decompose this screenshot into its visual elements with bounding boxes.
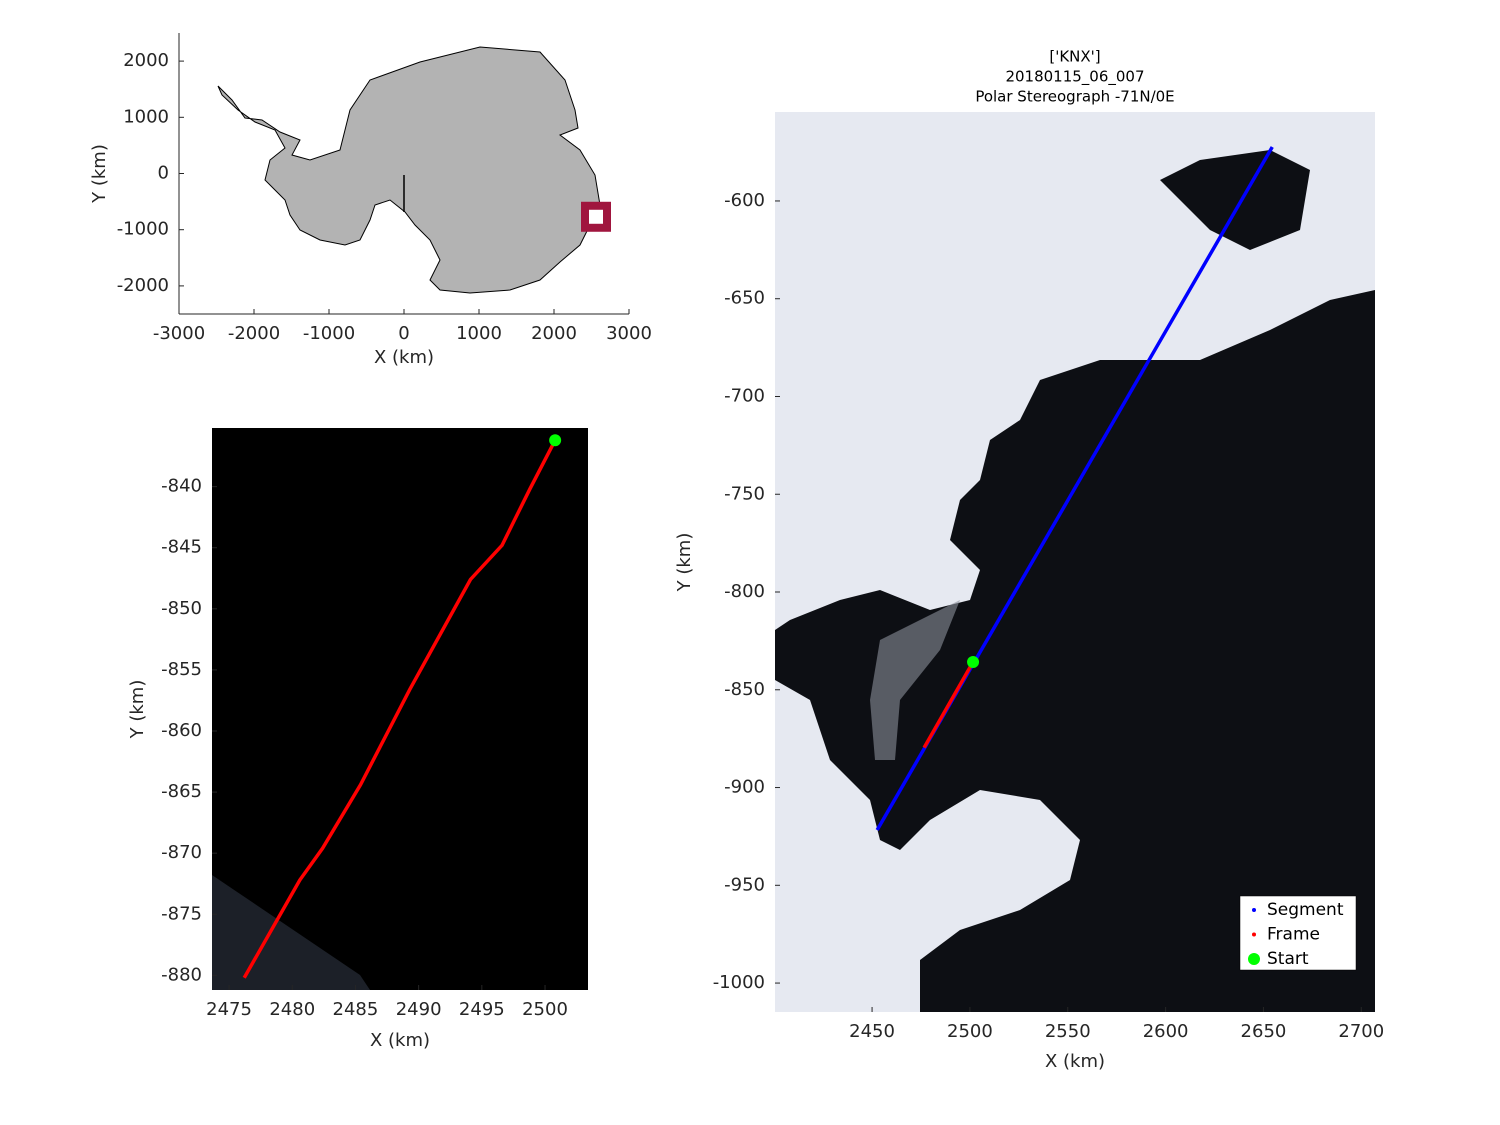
y-tick-label: -850 <box>724 679 765 700</box>
y-tick-label: 0 <box>158 163 169 184</box>
x-tick-label: 0 <box>398 323 409 344</box>
start-point <box>967 656 980 669</box>
image-lake <box>1160 150 1310 250</box>
track-line <box>922 661 975 749</box>
y-tick-label: -900 <box>724 777 765 798</box>
x-tick-label: 2490 <box>396 999 442 1020</box>
location-marker <box>581 201 611 232</box>
x-tick-label: 2450 <box>849 1021 895 1042</box>
x-tick-label: 2650 <box>1241 1021 1287 1042</box>
legend-text: Segment <box>1267 900 1344 920</box>
x-tick-label: 3000 <box>606 323 652 344</box>
y-tick-label: -800 <box>724 581 765 602</box>
continent <box>217 46 601 294</box>
y-tick-label: -850 <box>161 598 202 619</box>
legend-text: Start <box>1267 949 1309 969</box>
y-tick-label: -600 <box>724 190 765 211</box>
x-tick-label: -1000 <box>303 323 355 344</box>
x-tick-label: 2495 <box>459 999 505 1020</box>
y-tick-label: -875 <box>161 903 202 924</box>
image-land <box>212 875 370 990</box>
y-tick-label: -1000 <box>713 972 765 993</box>
chart-title: 20180115_06_007 <box>1005 68 1144 87</box>
x-tick-label: 2475 <box>206 999 252 1020</box>
chart-title: Polar Stereograph -71N/0E <box>975 88 1174 106</box>
x-axis-label: X (km) <box>1045 1051 1105 1072</box>
x-axis-label: X (km) <box>370 1030 430 1051</box>
x-tick-label: -3000 <box>153 323 205 344</box>
legend-text: Frame <box>1267 925 1320 945</box>
y-tick-label: -750 <box>724 483 765 504</box>
y-tick-label: -650 <box>724 288 765 309</box>
x-tick-label: 1000 <box>456 323 502 344</box>
track-line <box>242 439 557 979</box>
y-tick-label: -700 <box>724 385 765 406</box>
y-tick-label: -840 <box>161 476 202 497</box>
x-tick-label: 2000 <box>531 323 577 344</box>
y-axis-label: Y (km) <box>89 144 110 204</box>
y-tick-label: 2000 <box>123 50 169 71</box>
y-tick-label: -845 <box>161 537 202 558</box>
legend-marker <box>1252 932 1256 937</box>
x-tick-label: 2500 <box>947 1021 993 1042</box>
y-tick-label: -950 <box>724 874 765 895</box>
y-tick-label: -860 <box>161 720 202 741</box>
y-tick-label: -855 <box>161 659 202 680</box>
y-tick-label: -870 <box>161 842 202 863</box>
y-tick-label: -880 <box>161 964 202 985</box>
image-ocean <box>775 290 1375 1012</box>
x-tick-label: 2550 <box>1045 1021 1091 1042</box>
x-tick-label: -2000 <box>228 323 280 344</box>
y-axis-label: Y (km) <box>127 680 148 740</box>
x-tick-label: 2480 <box>269 999 315 1020</box>
y-tick-label: -1000 <box>117 219 169 240</box>
x-tick-label: 2485 <box>333 999 379 1020</box>
image-sea-ice <box>870 600 960 760</box>
y-axis-label: Y (km) <box>674 533 695 593</box>
chart-title: ['KNX'] <box>1049 48 1100 66</box>
start-point <box>549 434 562 447</box>
x-tick-label: 2500 <box>522 999 568 1020</box>
legend-marker <box>1252 908 1256 912</box>
y-tick-label: 1000 <box>123 106 169 127</box>
x-tick-label: 2700 <box>1338 1021 1384 1042</box>
y-tick-label: -2000 <box>117 275 169 296</box>
legend-marker <box>1248 953 1260 965</box>
y-tick-label: -865 <box>161 781 202 802</box>
x-tick-label: 2600 <box>1143 1021 1189 1042</box>
x-axis-label: X (km) <box>374 347 434 368</box>
